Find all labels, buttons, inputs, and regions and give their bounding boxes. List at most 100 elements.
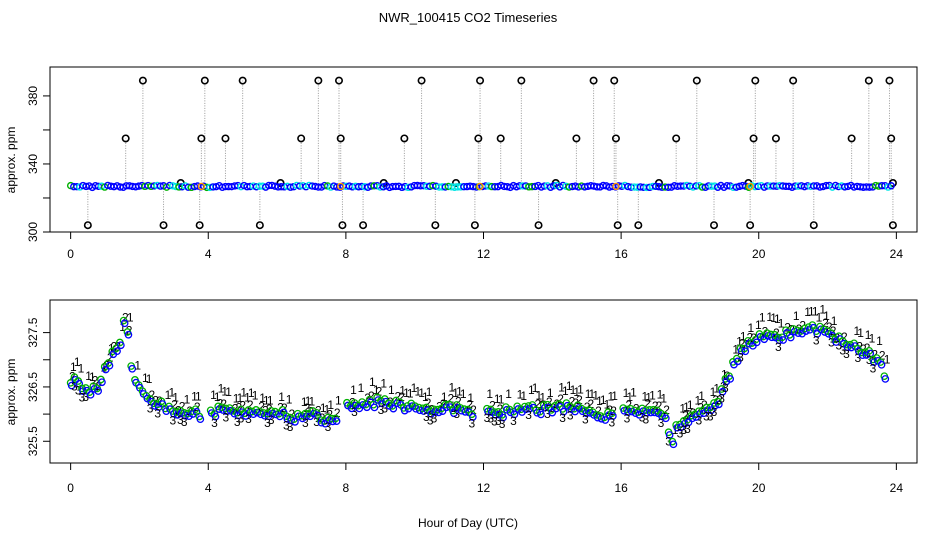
bottom-x-tick-label: 16 xyxy=(614,481,628,495)
top-high-outlier-point xyxy=(610,76,619,85)
top-low-outlier-point xyxy=(195,221,204,230)
bottom-blue-point xyxy=(733,357,742,366)
bottom-blue-point xyxy=(196,415,205,424)
bottom-series-1-label: 1 xyxy=(278,390,285,404)
bottom-series-1-label: 1 xyxy=(660,391,667,405)
bottom-y-tick-label: 327.5 xyxy=(26,317,40,347)
bottom-series-2-label: 2 xyxy=(750,331,757,345)
top-high-outlier-point xyxy=(417,76,426,85)
bottom-series-1-label: 1 xyxy=(494,392,501,406)
bottom-series-1-label: 1 xyxy=(585,387,592,401)
bottom-series-2-label: 2 xyxy=(879,349,886,363)
bottom-series-2-label: 2 xyxy=(92,374,99,388)
bottom-series-2-label: 2 xyxy=(716,393,723,407)
top-baseline-point xyxy=(887,182,895,190)
bottom-series-1-label: 1 xyxy=(308,394,315,408)
top-data-points xyxy=(66,76,897,230)
top-high-outlier-point xyxy=(200,76,209,85)
bottom-series-1-label: 1 xyxy=(380,377,387,391)
bottom-series-1-label: 1 xyxy=(358,381,365,395)
top-low-outlier-point xyxy=(83,221,92,230)
bottom-blue-point xyxy=(669,440,678,449)
top-x-tick-label: 8 xyxy=(343,247,350,261)
bottom-series-2-label: 2 xyxy=(398,390,405,404)
bottom-blue-point xyxy=(359,400,367,409)
bottom-series-3-label: 3 xyxy=(711,405,718,419)
bottom-series-1-label: 1 xyxy=(403,386,410,400)
bottom-series-3-label: 3 xyxy=(696,413,703,427)
bottom-series-3-label: 3 xyxy=(722,381,729,395)
bottom-blue-point xyxy=(98,378,106,387)
top-mid-outlier-point xyxy=(672,134,681,143)
bottom-series-3-label: 3 xyxy=(325,420,332,434)
bottom-series-3-label: 3 xyxy=(147,401,154,415)
bottom-series-2-label: 2 xyxy=(171,398,178,412)
bottom-series-3-label: 3 xyxy=(381,401,388,415)
bottom-series-1-label: 1 xyxy=(611,389,618,403)
bottom-blue-point xyxy=(211,412,220,421)
top-high-outlier-point xyxy=(864,76,873,85)
bottom-x-tick-label: 8 xyxy=(343,481,350,495)
bottom-series-3-label: 3 xyxy=(639,411,646,425)
bottom-series-1-label: 1 xyxy=(486,387,493,401)
bottom-series-3-label: 3 xyxy=(222,411,229,425)
bottom-series-3-label: 3 xyxy=(491,414,498,428)
bottom-blue-point xyxy=(389,404,398,413)
bottom-series-1-label: 1 xyxy=(449,380,456,394)
bottom-series-1-label: 1 xyxy=(399,384,406,398)
bottom-series-1-label: 1 xyxy=(305,394,312,408)
bottom-series-2-label: 2 xyxy=(576,393,583,407)
bottom-blue-point xyxy=(548,408,557,417)
bottom-series-1-label: 1 xyxy=(679,401,686,415)
bottom-series-1-label: 1 xyxy=(623,386,630,400)
bottom-series-1-label: 1 xyxy=(460,387,467,401)
bottom-series-1-label: 1 xyxy=(467,391,474,405)
bottom-blue-point xyxy=(450,409,458,418)
top-high-outlier-point xyxy=(692,76,701,85)
bottom-series-3-label: 3 xyxy=(484,411,491,425)
bottom-blue-point xyxy=(718,387,727,396)
bottom-series-3-label: 3 xyxy=(283,418,290,432)
top-high-outlier-point xyxy=(476,76,485,85)
bottom-series-1-label: 1 xyxy=(732,342,739,356)
bottom-series-3-label: 3 xyxy=(238,412,245,426)
bottom-series-1-label: 1 xyxy=(127,311,134,325)
bottom-series-3-label: 3 xyxy=(843,347,850,361)
bottom-series-2-label: 2 xyxy=(175,403,182,417)
bottom-series-1-label: 1 xyxy=(373,383,380,397)
top-near-outlier-point xyxy=(451,179,460,188)
top-plot-frame xyxy=(49,66,918,233)
bottom-series-1-label: 1 xyxy=(456,384,463,398)
bottom-series-3-label: 3 xyxy=(684,422,691,436)
bottom-series-3-label: 3 xyxy=(427,413,434,427)
bottom-series-2-label: 2 xyxy=(644,397,651,411)
bottom-series-3-label: 3 xyxy=(839,343,846,357)
bottom-series-2-label: 2 xyxy=(425,396,432,410)
bottom-series-3-label: 3 xyxy=(707,410,714,424)
bottom-series-1-label: 1 xyxy=(687,398,694,412)
top-flagged-point xyxy=(197,182,206,191)
bottom-series-1-label: 1 xyxy=(350,383,357,397)
bottom-series-1-label: 1 xyxy=(142,371,149,385)
bottom-series-1-label: 1 xyxy=(426,385,433,399)
bottom-series-1-label: 1 xyxy=(804,305,811,319)
bottom-series-2-label: 2 xyxy=(625,398,632,412)
bottom-series-1-label: 1 xyxy=(755,318,762,332)
bottom-series-3-label: 3 xyxy=(79,391,86,405)
bottom-series-1-label: 1 xyxy=(698,389,705,403)
bottom-series-2-label: 2 xyxy=(656,399,663,413)
bottom-series-1-label: 1 xyxy=(823,309,830,323)
bottom-series-3-label: 3 xyxy=(423,410,430,424)
bottom-series-1-label: 1 xyxy=(577,382,584,396)
bottom-blue-point xyxy=(707,406,716,415)
bottom-series-3-label: 3 xyxy=(487,412,494,426)
bottom-blue-point xyxy=(741,347,750,356)
top-mid-outlier-point xyxy=(771,134,780,143)
top-x-tick-label: 24 xyxy=(890,247,904,261)
bottom-series-3-label: 3 xyxy=(169,413,176,427)
bottom-series-1-label: 1 xyxy=(747,321,754,335)
top-mid-outlier-point xyxy=(121,134,130,143)
bottom-series-2-label: 2 xyxy=(595,404,602,418)
top-mid-outlier-point xyxy=(221,134,230,143)
bottom-series-1-label: 1 xyxy=(589,387,596,401)
